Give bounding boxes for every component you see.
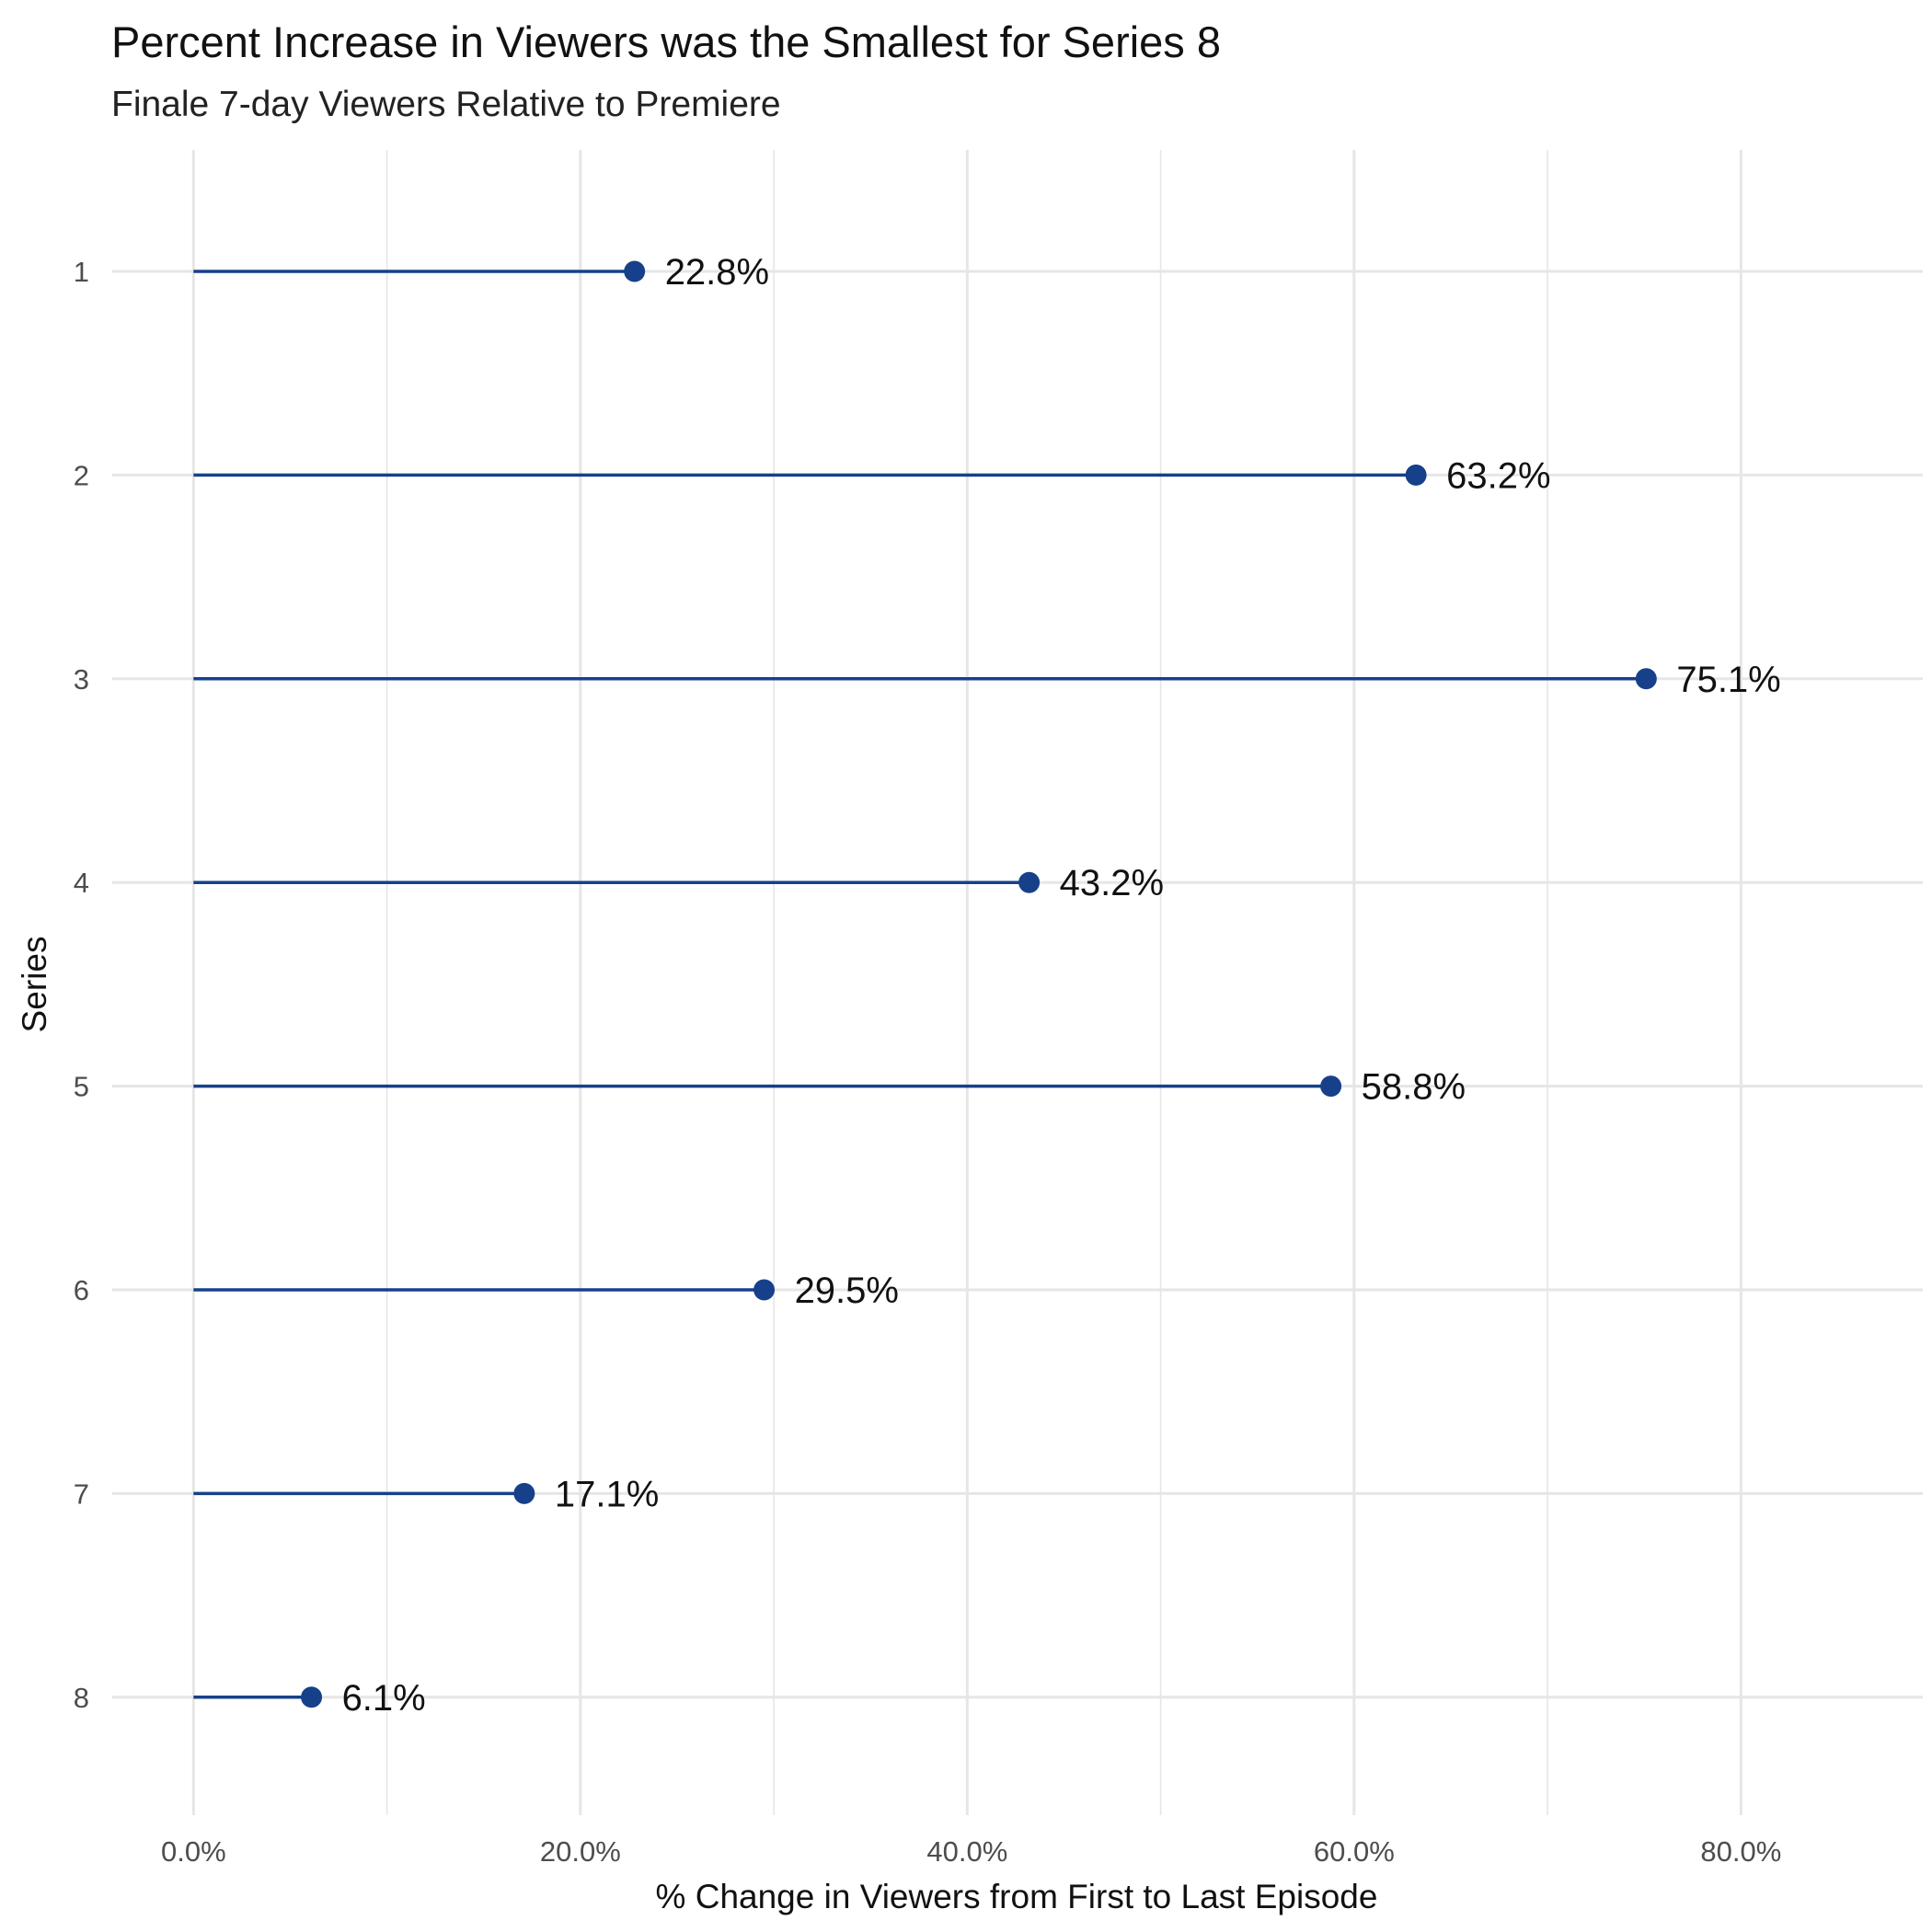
chart-title: Percent Increase in Viewers was the Smal…	[111, 17, 1221, 66]
lollipop-point	[753, 1279, 776, 1301]
x-tick-label: 40.0%	[926, 1835, 1007, 1868]
data-label: 6.1%	[342, 1678, 426, 1719]
y-tick-label: 8	[74, 1682, 89, 1714]
lollipop-point	[1635, 668, 1657, 690]
y-axis-title: Series	[16, 937, 53, 1033]
data-label: 63.2%	[1446, 455, 1550, 496]
lollipop-point	[1405, 464, 1427, 486]
y-tick-label: 5	[74, 1071, 89, 1103]
lollipop-point	[624, 260, 646, 282]
data-marks	[193, 260, 1657, 1708]
x-axis-title: % Change in Viewers from First to Last E…	[656, 1878, 1378, 1915]
x-tick-label: 80.0%	[1700, 1835, 1781, 1868]
data-label: 58.8%	[1362, 1067, 1466, 1108]
y-tick-label: 6	[74, 1274, 89, 1306]
data-label: 29.5%	[795, 1271, 899, 1311]
lollipop-point	[1320, 1075, 1342, 1098]
gridlines	[112, 150, 1923, 1815]
data-label: 43.2%	[1060, 863, 1164, 903]
data-label: 17.1%	[555, 1474, 659, 1514]
y-tick-label: 1	[74, 256, 89, 288]
x-tick-label: 20.0%	[540, 1835, 621, 1868]
x-tick-label: 0.0%	[161, 1835, 226, 1868]
lollipop-point	[301, 1686, 323, 1708]
data-label: 22.8%	[665, 252, 769, 293]
y-tick-label: 3	[74, 663, 89, 696]
y-tick-label: 2	[74, 459, 89, 491]
x-tick-label: 60.0%	[1314, 1835, 1395, 1868]
lollipop-point	[513, 1482, 535, 1504]
y-tick-label: 4	[74, 867, 89, 899]
lollipop-point	[1018, 871, 1041, 893]
y-tick-label: 7	[74, 1478, 89, 1510]
chart-subtitle: Finale 7-day Viewers Relative to Premier…	[111, 85, 781, 124]
data-label: 75.1%	[1676, 660, 1780, 700]
chart-text: Percent Increase in Viewers was the Smal…	[16, 17, 1781, 1915]
